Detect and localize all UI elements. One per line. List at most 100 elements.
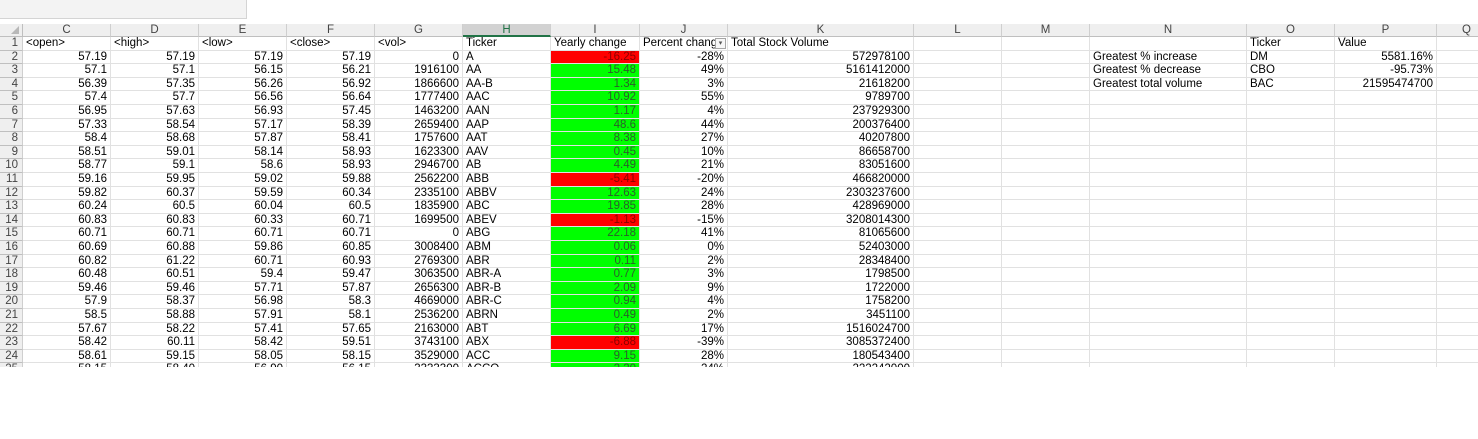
cell-f12[interactable]: 60.34 [287,186,375,201]
cell-p2[interactable]: 5581.16% [1335,50,1437,65]
row-header-24[interactable]: 24 [0,349,23,364]
cell-n8[interactable] [1090,132,1247,146]
cell-k16[interactable]: 52403000 [728,241,914,255]
cell-e18[interactable]: 59.4 [199,268,287,282]
cell-m11[interactable] [1002,173,1090,187]
cell-p24[interactable] [1335,349,1437,364]
cell-c18[interactable]: 60.48 [23,268,111,282]
cell-i13[interactable]: 19.85 [551,200,640,214]
cell-j7[interactable]: 44% [640,118,728,133]
cell-c22[interactable]: 57.67 [23,322,111,337]
column-header-m[interactable]: M [1002,24,1090,37]
cell-n22[interactable] [1090,322,1247,337]
cell-n17[interactable] [1090,254,1247,269]
cell-m23[interactable] [1002,336,1090,350]
cell-j5[interactable]: 55% [640,91,728,105]
cell-e10[interactable]: 58.6 [199,159,287,173]
cell-c5[interactable]: 57.4 [23,91,111,105]
cell-e16[interactable]: 59.86 [199,241,287,255]
cell-d4[interactable]: 57.35 [111,77,199,92]
filter-dropdown-icon[interactable]: ▾ [715,38,726,49]
cell-h24[interactable]: ACC [463,349,551,364]
cell-d13[interactable]: 60.5 [111,200,199,214]
cell-m13[interactable] [1002,200,1090,214]
cell-g10[interactable]: 2946700 [375,159,463,173]
row-header-1[interactable]: 1 [0,37,23,51]
cell-o4[interactable]: BAC [1247,77,1335,92]
cell-f3[interactable]: 56.21 [287,64,375,78]
cell-q13[interactable] [1437,200,1478,214]
cell-d21[interactable]: 58.88 [111,309,199,323]
cell-l11[interactable] [914,173,1002,187]
cell-j23[interactable]: -39% [640,336,728,350]
cell-f24[interactable]: 58.15 [287,349,375,364]
cell-k5[interactable]: 9789700 [728,91,914,105]
cell-l16[interactable] [914,241,1002,255]
column-header-d[interactable]: D [111,24,199,37]
cell-k17[interactable]: 28348400 [728,254,914,269]
cell-e12[interactable]: 59.59 [199,186,287,201]
cell-g24[interactable]: 3529000 [375,349,463,364]
cell-k11[interactable]: 466820000 [728,173,914,187]
cell-m17[interactable] [1002,254,1090,269]
cell-n4[interactable]: Greatest total volume [1090,77,1247,92]
cell-f2[interactable]: 57.19 [287,50,375,65]
row-header-10[interactable]: 10 [0,159,23,173]
cell-f9[interactable]: 58.93 [287,145,375,160]
cell-j3[interactable]: 49% [640,64,728,78]
cell-e7[interactable]: 57.17 [199,118,287,133]
cell-d17[interactable]: 61.22 [111,254,199,269]
cell-i18[interactable]: 0.77 [551,268,640,282]
row-header-3[interactable]: 3 [0,64,23,78]
cell-q2[interactable] [1437,51,1478,65]
cell-c23[interactable]: 58.42 [23,336,111,350]
cell-j16[interactable]: 0% [640,241,728,255]
cell-n20[interactable] [1090,295,1247,309]
cell-m10[interactable] [1002,159,1090,173]
cell-j17[interactable]: 2% [640,254,728,269]
cell-f10[interactable]: 58.93 [287,159,375,173]
cell-n3[interactable]: Greatest % decrease [1090,64,1247,78]
cell-g9[interactable]: 1623300 [375,145,463,160]
column-header-g[interactable]: G [375,24,463,37]
cell-o17[interactable] [1247,254,1335,269]
cell-l19[interactable] [914,281,1002,296]
cell-m4[interactable] [1002,77,1090,92]
cell-g16[interactable]: 3008400 [375,241,463,255]
cell-n9[interactable] [1090,145,1247,160]
cell-p16[interactable] [1335,241,1437,255]
cell-e5[interactable]: 56.56 [199,91,287,105]
cell-d10[interactable]: 59.1 [111,159,199,173]
header-cell-l[interactable] [914,37,1002,51]
cell-m21[interactable] [1002,309,1090,323]
cell-p17[interactable] [1335,254,1437,269]
cell-o2[interactable]: DM [1247,50,1335,65]
cell-e3[interactable]: 56.15 [199,64,287,78]
cell-q24[interactable] [1437,350,1478,364]
cell-g6[interactable]: 1463200 [375,105,463,119]
cell-c13[interactable]: 60.24 [23,200,111,214]
cell-k25[interactable]: 222242000 [728,363,914,367]
cell-j20[interactable]: 4% [640,295,728,309]
cell-c4[interactable]: 56.39 [23,77,111,92]
column-header-i[interactable]: I [551,24,640,37]
cell-o9[interactable] [1247,145,1335,160]
cell-c7[interactable]: 57.33 [23,118,111,133]
cell-p7[interactable] [1335,118,1437,133]
cell-l13[interactable] [914,200,1002,214]
cell-p3[interactable]: -95.73% [1335,64,1437,78]
cell-k23[interactable]: 3085372400 [728,336,914,350]
cell-e9[interactable]: 58.14 [199,145,287,160]
cell-o20[interactable] [1247,295,1335,309]
cell-q20[interactable] [1437,295,1478,309]
cell-q16[interactable] [1437,241,1478,255]
cell-m2[interactable] [1002,50,1090,65]
cell-m7[interactable] [1002,118,1090,133]
cell-o11[interactable] [1247,173,1335,187]
cell-f4[interactable]: 56.92 [287,77,375,92]
cell-d22[interactable]: 58.22 [111,322,199,337]
cell-k22[interactable]: 1516024700 [728,322,914,337]
cell-g17[interactable]: 2769300 [375,254,463,269]
cell-n24[interactable] [1090,349,1247,364]
cell-f20[interactable]: 58.3 [287,295,375,309]
